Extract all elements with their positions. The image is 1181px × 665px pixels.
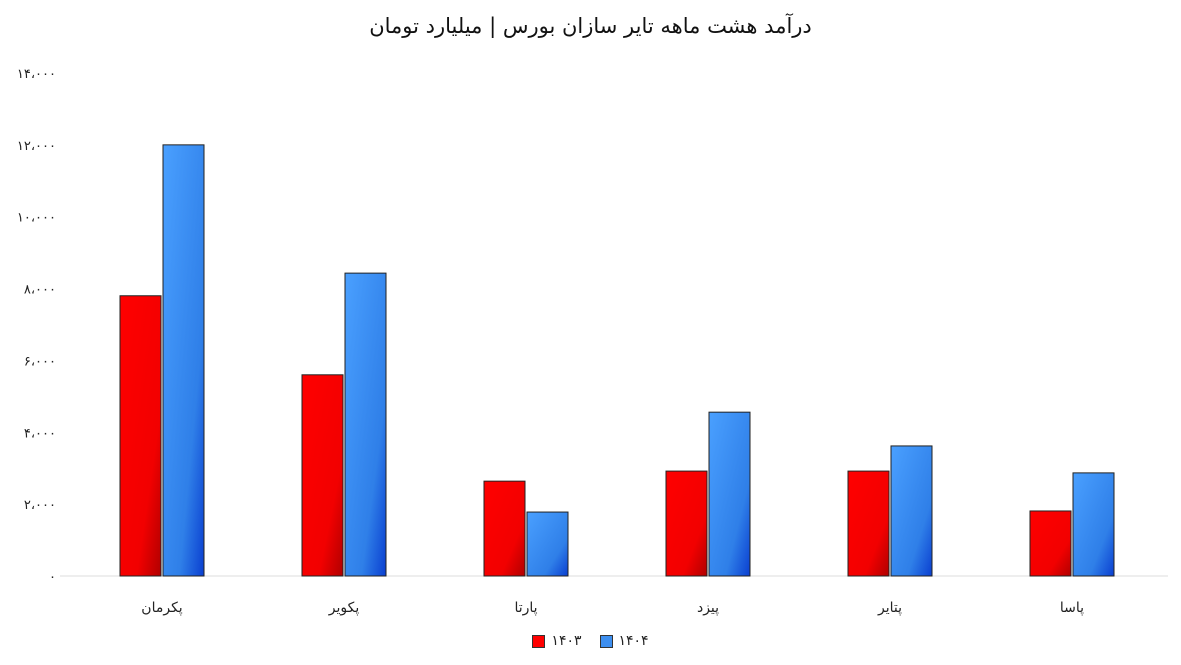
legend: ۱۴۰۳ ۱۴۰۴ — [0, 633, 1181, 649]
bar-۱۴۰۳-پکویر[interactable] — [301, 374, 344, 577]
legend-item-1403[interactable]: ۱۴۰۳ — [532, 633, 582, 649]
x-tick-label: پارتا — [514, 600, 537, 616]
bar-۱۴۰۳-پتایر[interactable] — [847, 470, 890, 577]
x-tick-label: پکرمان — [141, 600, 183, 616]
y-tick-label: ۱۲،۰۰۰ — [17, 139, 56, 154]
y-tick-label: ۰ — [49, 570, 56, 585]
y-tick-label: ۲،۰۰۰ — [24, 498, 56, 513]
bar-۱۴۰۴-پاسا[interactable] — [1072, 472, 1115, 577]
bar-۱۴۰۴-پکرمان[interactable] — [162, 144, 205, 577]
legend-label: ۱۴۰۳ — [551, 633, 582, 649]
chart-title: درآمد هشت ماهه تایر سازان بورس | میلیارد… — [369, 14, 812, 38]
legend-item-1404[interactable]: ۱۴۰۴ — [599, 633, 649, 649]
x-tick-label: پیزد — [697, 600, 719, 616]
bar-۱۴۰۳-پکرمان[interactable] — [119, 295, 162, 577]
y-tick-label: ۱۰،۰۰۰ — [17, 211, 56, 226]
x-tick-label: پاسا — [1060, 600, 1084, 616]
bar-۱۴۰۴-پکویر[interactable] — [344, 272, 387, 577]
bar-۱۴۰۴-پیزد[interactable] — [708, 411, 751, 577]
x-tick-label: پتایر — [877, 600, 902, 616]
bar-۱۴۰۳-پارتا[interactable] — [483, 480, 526, 577]
y-tick-label: ۸،۰۰۰ — [24, 283, 56, 298]
y-tick-label: ۱۴،۰۰۰ — [17, 67, 56, 82]
bar-۱۴۰۳-پاسا[interactable] — [1029, 510, 1072, 577]
legend-label: ۱۴۰۴ — [618, 633, 649, 649]
bar-۱۴۰۴-پتایر[interactable] — [890, 445, 933, 577]
x-tick-label: پکویر — [328, 600, 360, 616]
bar-۱۴۰۴-پارتا[interactable] — [526, 511, 569, 577]
legend-swatch-red — [532, 634, 546, 648]
y-tick-label: ۴،۰۰۰ — [24, 426, 56, 441]
y-tick-label: ۶،۰۰۰ — [24, 354, 56, 369]
legend-swatch-blue — [599, 634, 613, 648]
bar-۱۴۰۳-پیزد[interactable] — [665, 470, 708, 577]
